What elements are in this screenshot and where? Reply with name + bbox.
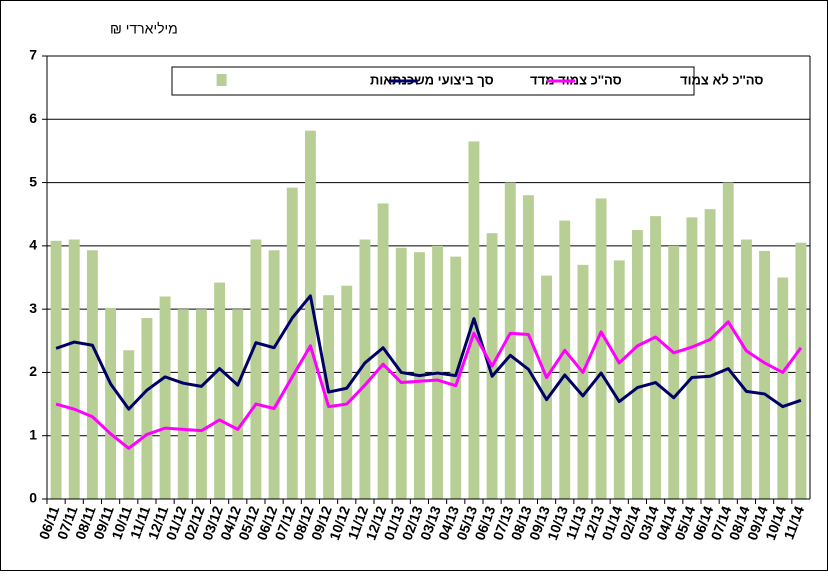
- bar: [759, 250, 771, 499]
- y-tick-label: 0: [29, 490, 37, 506]
- y-tick-label: 5: [29, 173, 37, 189]
- legend-label: סה''כ צמוד מדד: [530, 72, 622, 87]
- legend-swatch: [216, 74, 227, 86]
- bar: [141, 318, 153, 499]
- bar: [777, 277, 789, 499]
- bar: [686, 217, 698, 499]
- bar: [323, 295, 335, 499]
- bar: [159, 296, 171, 499]
- bar: [631, 230, 643, 500]
- y-tick-label: 4: [29, 237, 37, 253]
- bar: [286, 187, 298, 500]
- bar: [450, 256, 462, 499]
- bar: [268, 250, 280, 499]
- bar: [704, 209, 716, 499]
- bar: [105, 307, 117, 499]
- legend-label: סך ביצועי משכנתאות: [370, 72, 494, 87]
- bar: [177, 309, 189, 499]
- bar: [68, 239, 80, 499]
- bar: [359, 239, 371, 499]
- bar: [613, 260, 625, 499]
- bar: [377, 203, 389, 499]
- bar: [304, 130, 316, 500]
- line: [55, 320, 803, 450]
- y-tick-label: 6: [29, 110, 37, 126]
- y-tick-label: 1: [29, 426, 37, 442]
- bar: [668, 245, 680, 499]
- legend-label: סה''כ לא צמוד: [680, 72, 763, 87]
- bar: [722, 182, 734, 500]
- bar: [250, 239, 262, 499]
- bar: [559, 220, 571, 500]
- bar: [341, 285, 353, 499]
- bar: [522, 195, 534, 499]
- bar: [740, 239, 752, 499]
- bar: [86, 250, 98, 499]
- bar: [232, 309, 244, 499]
- bar: [214, 282, 226, 499]
- y-axis-label: מיליארדי ₪: [110, 21, 178, 37]
- legend-box: [171, 66, 695, 96]
- y-tick-label: 3: [29, 300, 37, 316]
- y-tick-label: 7: [29, 47, 37, 63]
- y-tick-label: 2: [29, 363, 37, 379]
- bar: [650, 216, 662, 499]
- bar: [595, 198, 607, 499]
- bar: [541, 275, 553, 499]
- bar: [795, 242, 807, 499]
- bar: [577, 264, 589, 499]
- bar: [50, 240, 62, 499]
- bar: [123, 350, 135, 499]
- bar: [195, 309, 207, 499]
- bar: [504, 182, 516, 500]
- line: [55, 294, 802, 411]
